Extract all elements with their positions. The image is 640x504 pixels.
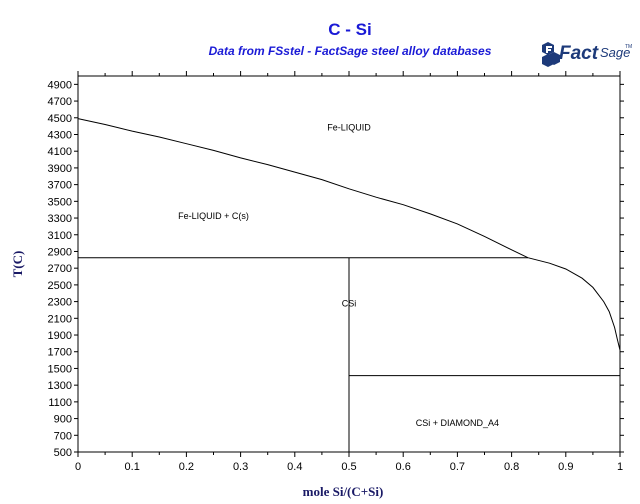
y-tick-label: 1100 [48, 397, 72, 409]
y-axis-label: T(C) [10, 251, 25, 278]
y-tick-label: 4700 [48, 96, 72, 108]
y-tick-label: 1900 [48, 330, 72, 342]
y-tick-label: 4300 [48, 129, 72, 141]
y-tick-label: 3700 [48, 180, 72, 192]
y-tick-label: 3100 [48, 230, 72, 242]
y-tick-label: 1300 [48, 380, 72, 392]
y-tick-label: 4100 [48, 146, 72, 158]
x-axis-label: mole Si/(C+Si) [303, 484, 384, 499]
y-tick-label: 2300 [48, 297, 72, 309]
y-tick-label: 2900 [48, 246, 72, 258]
logo-text-fact: Fact [559, 43, 599, 64]
x-tick-label: 0.9 [558, 461, 573, 473]
logo-tm: TM [625, 44, 633, 50]
x-tick-label: 1 [617, 461, 623, 473]
phase-label: CSi + DIAMOND_A4 [416, 418, 499, 428]
series-line-liquidus [77, 118, 621, 351]
y-tick-label: 4900 [48, 79, 72, 91]
y-tick-label: 500 [54, 447, 72, 459]
y-tick-label: 1500 [48, 363, 72, 375]
x-tick-label: 0.2 [179, 461, 194, 473]
y-tick-label: 1700 [48, 347, 72, 359]
x-tick-label: 0.5 [341, 461, 356, 473]
x-tick-label: 0.6 [396, 461, 411, 473]
x-tick-label: 0.1 [125, 461, 140, 473]
x-tick-label: 0.4 [287, 461, 302, 473]
chart-title: C - Si [328, 20, 372, 39]
y-tick-label: 4500 [48, 113, 72, 125]
y-tick-label: 3900 [48, 163, 72, 175]
y-tick-label: 900 [54, 414, 72, 426]
y-tick-label: 2100 [48, 313, 72, 325]
phase-label: Fe-LIQUID + C(s) [178, 211, 249, 221]
chart-subtitle: Data from FSstel - FactSage steel alloy … [208, 44, 492, 58]
y-tick-label: 700 [54, 430, 72, 442]
y-tick-label: 3300 [48, 213, 72, 225]
x-tick-label: 0.7 [450, 461, 465, 473]
y-tick-label: 2700 [48, 263, 72, 275]
phase-label: Fe-LIQUID [327, 122, 371, 132]
y-tick-label: 2500 [48, 280, 72, 292]
x-tick-label: 0 [75, 461, 81, 473]
x-tick-label: 0.3 [233, 461, 248, 473]
factsage-logo: Fact Sage TM [540, 40, 633, 72]
phase-label: CSi [342, 299, 357, 309]
y-tick-label: 3500 [48, 196, 72, 208]
x-tick-label: 0.8 [504, 461, 519, 473]
factsage-logo-icon [542, 42, 560, 67]
logo-text-sage: Sage [600, 45, 631, 60]
